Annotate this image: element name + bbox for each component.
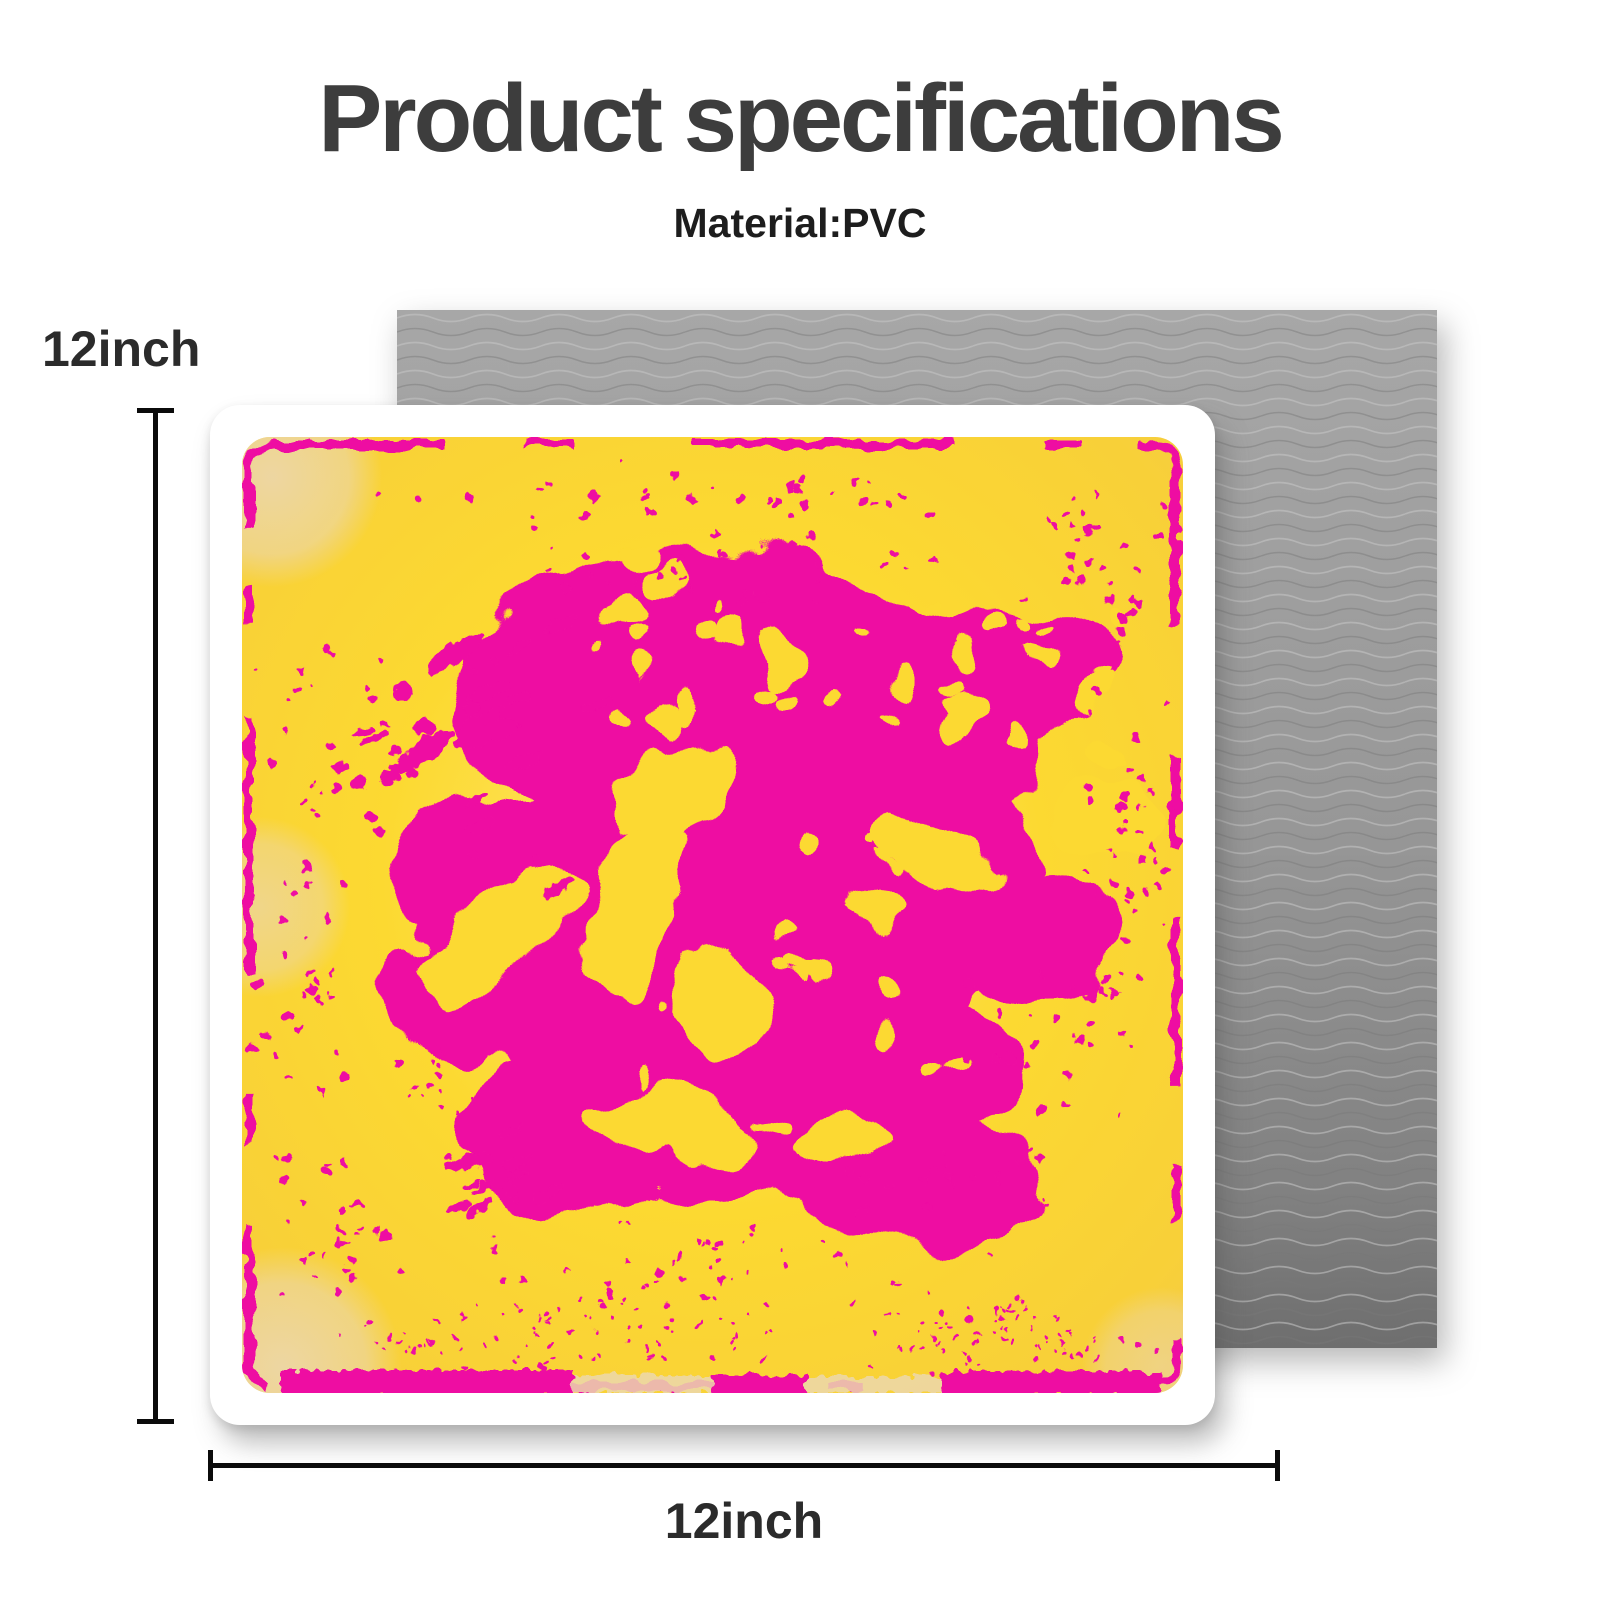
central-liquid-blob bbox=[382, 544, 1162, 1237]
splatter-spray-dots bbox=[246, 459, 1175, 1377]
height-dimension-line bbox=[137, 408, 174, 1424]
width-dimension-line bbox=[208, 1450, 1280, 1481]
liquid-sensory-tile bbox=[210, 405, 1215, 1425]
liquid-tile-graphic bbox=[242, 437, 1183, 1393]
material-spec-text: Material:PVC bbox=[673, 200, 927, 246]
height-dimension-label: 12inch bbox=[42, 321, 201, 377]
bottom-edge-strips bbox=[282, 1370, 1160, 1393]
page-title: Product specifications bbox=[318, 65, 1285, 172]
width-dimension-label: 12inch bbox=[664, 1493, 824, 1549]
